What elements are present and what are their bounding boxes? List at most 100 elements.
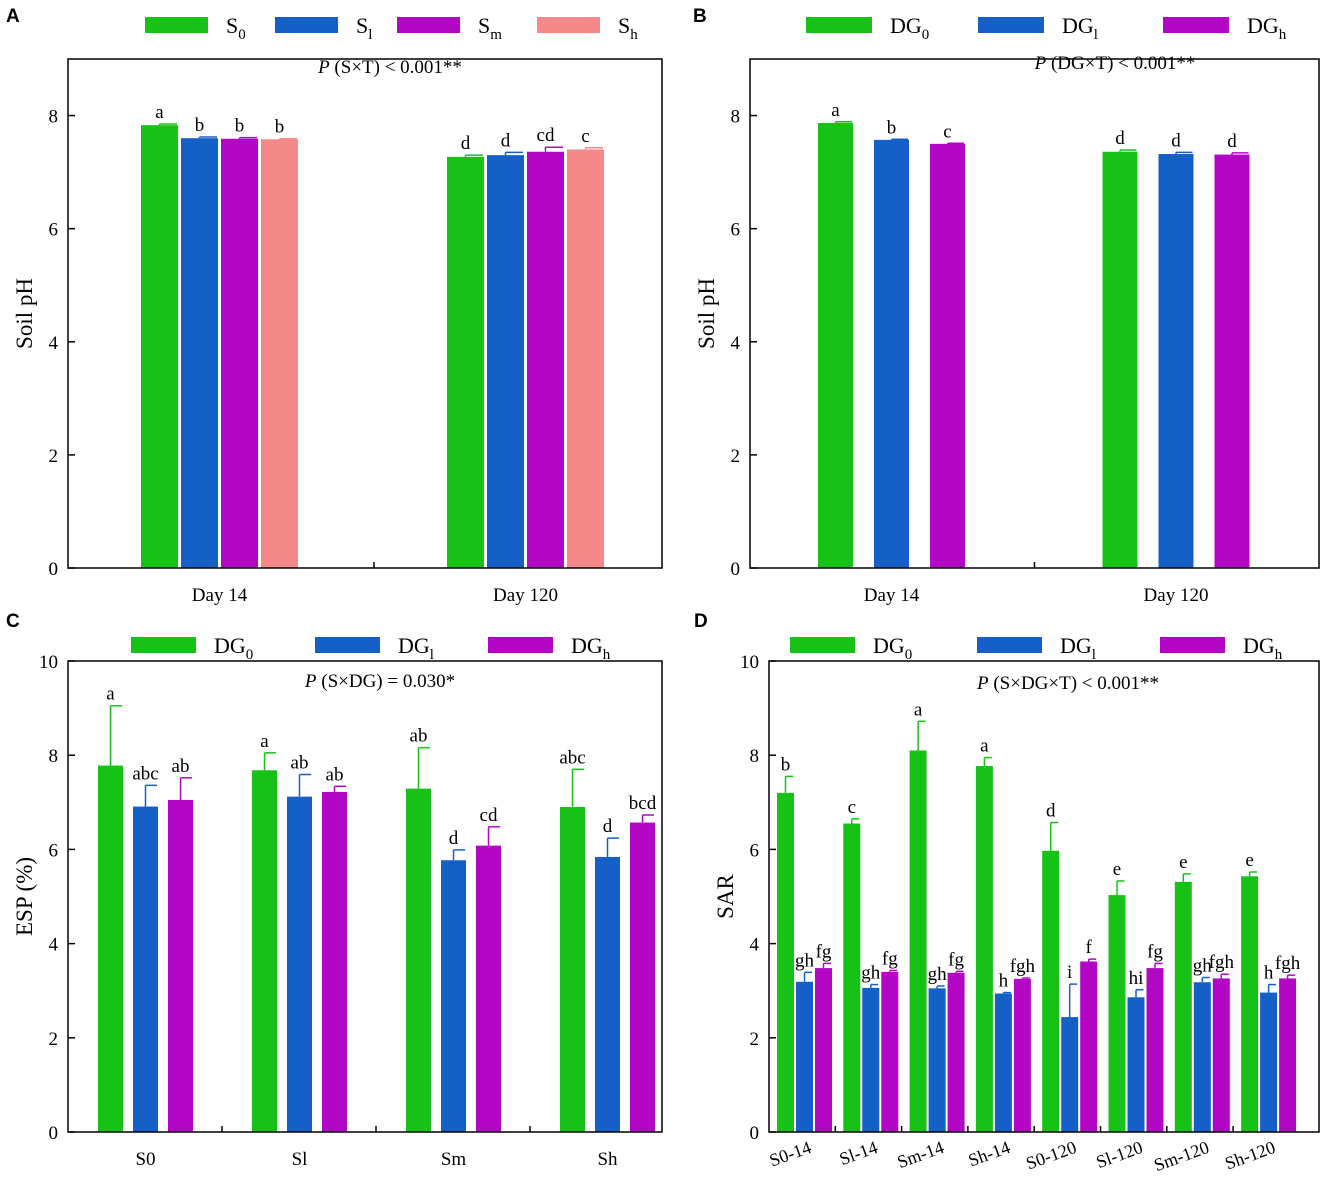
legend-swatch-dg0	[790, 637, 855, 653]
bar-dgh-s0-14	[815, 968, 832, 1132]
bar-dgh-day-120	[1214, 154, 1250, 568]
y-tick-label-4: 4	[49, 935, 59, 956]
significance-letter-dgh-sl-14: fg	[882, 948, 898, 969]
p-value-text: (DG×T) < 0.001**	[1046, 53, 1195, 74]
p-value-annotation: P (S×DG×T) < 0.001**	[976, 673, 1159, 694]
p-value-symbol: P	[317, 57, 330, 78]
panel-label-d: D	[694, 611, 708, 632]
significance-letter-dgh-sl-120: fg	[1147, 941, 1163, 962]
legend-label-base: DG	[1243, 633, 1275, 658]
y-tick-label-4: 4	[750, 935, 760, 956]
significance-letter-dg0-sm-14: a	[914, 699, 923, 720]
bar-dg0-s0-14	[777, 792, 794, 1132]
significance-letter-s0-day-120: d	[461, 133, 471, 154]
significance-letter-dgh-sh-120: fgh	[1275, 953, 1301, 974]
y-tick-label-2: 2	[49, 446, 59, 467]
bar-dg0-sh-120	[1241, 876, 1259, 1132]
bar-dgh-sm-14	[947, 972, 965, 1132]
legend-swatch-dgl	[977, 637, 1042, 653]
y-tick-label-0: 0	[49, 559, 59, 580]
significance-letter-s0-day-14: a	[155, 102, 164, 123]
panel-label-a: A	[6, 6, 20, 27]
bar-dgh-s0	[168, 799, 193, 1132]
bar-sh-day-120	[567, 149, 604, 568]
significance-letter-dgl-day-120: d	[1171, 130, 1181, 151]
bar-dgl-sm-120	[1193, 982, 1211, 1132]
legend-label-base: DG	[214, 633, 246, 658]
legend-label-subscript: 0	[922, 27, 930, 43]
significance-letter-sh-day-14: b	[275, 117, 285, 138]
x-tick-label-sh-120: Sh-120	[1222, 1137, 1278, 1174]
y-tick-label-8: 8	[750, 746, 760, 767]
x-tick-label-s0: S0	[135, 1149, 155, 1170]
significance-letter-dg0-s0-14: b	[781, 754, 791, 775]
legend-label-subscript: h	[630, 27, 638, 43]
significance-letter-sm-day-120: cd	[537, 125, 555, 146]
legend-swatch-sm	[397, 17, 460, 33]
bar-dgh-sh-14	[1013, 978, 1031, 1132]
bar-dgl-sm-14	[928, 988, 946, 1132]
legend-swatch-dgh	[488, 637, 553, 653]
significance-letter-dgl-sl-14: gh	[861, 963, 881, 984]
bar-dgh-sm	[476, 845, 501, 1132]
significance-letter-dg0-day-14: a	[831, 100, 840, 121]
x-tick-label-day-14: Day 14	[192, 585, 248, 606]
legend-label-subscript: 0	[238, 27, 246, 43]
significance-letter-sl-day-120: d	[501, 130, 511, 151]
bar-dgl-sl-120	[1127, 997, 1145, 1132]
panel-label-b: B	[693, 6, 707, 27]
significance-letter-dgl-s0: abc	[132, 763, 158, 784]
p-value-text: (S×T) < 0.001**	[330, 57, 462, 78]
p-value-annotation: P (S×T) < 0.001**	[317, 57, 462, 78]
p-value-annotation: P (S×DG) = 0.030*	[304, 671, 455, 692]
plot-frame	[67, 58, 663, 569]
p-value-symbol: P	[976, 673, 989, 694]
legend-swatch-dgl	[315, 637, 380, 653]
significance-letter-dgh-sm-14: fg	[948, 949, 964, 970]
legend-label-subscript: l	[368, 27, 372, 43]
y-tick-label-6: 6	[49, 220, 59, 241]
bar-dgl-sl	[287, 796, 312, 1132]
legend-label-sh: Sh	[618, 13, 638, 43]
significance-letter-dg0-sm: ab	[410, 726, 428, 747]
legend: DG0 DGl DGh	[806, 13, 1287, 43]
panel-b-soil-ph-by-desulfurization-gypsum: Ba b c Day 14 d d d Day 120 0 2 4 6 8 Soil pH P (DG×T)…	[693, 6, 1320, 606]
legend-label-base: S	[618, 13, 630, 38]
bar-sm-day-120	[527, 151, 564, 569]
bar-dg0-sm-14	[909, 750, 927, 1132]
significance-letter-dgl-sh-14: h	[999, 971, 1009, 992]
legend-label-dgh: DGh	[1247, 13, 1287, 43]
bar-sl-day-14	[181, 138, 218, 568]
significance-letter-dg0-sl: a	[260, 731, 269, 752]
legend-label-sl: Sl	[356, 13, 372, 43]
significance-letter-dgl-sh-120: h	[1264, 963, 1274, 984]
bar-dgh-sh-120	[1279, 978, 1297, 1132]
x-tick-label-sl-14: Sl-14	[837, 1137, 881, 1169]
bar-dgh-sh	[630, 822, 655, 1132]
significance-letter-dg0-sh-120: e	[1245, 850, 1253, 871]
legend-label-base: DG	[571, 633, 603, 658]
bar-dg0-sm-120	[1174, 881, 1192, 1132]
significance-letter-dgl-sm-120: gh	[1193, 956, 1213, 977]
significance-letter-dgl-day-14: b	[887, 117, 897, 138]
significance-letter-dgh-day-120: d	[1227, 131, 1237, 152]
significance-letter-dgl-sl-120: hi	[1129, 968, 1144, 989]
legend-label-s0: S0	[226, 13, 246, 43]
p-value-annotation: P (DG×T) < 0.001**	[1034, 53, 1196, 74]
legend: S0 Sl Sm Sh	[145, 13, 638, 43]
bar-dg0-sh	[560, 807, 585, 1132]
significance-letter-dg0-sl-14: c	[848, 797, 856, 818]
x-tick-label-day-14: Day 14	[864, 585, 920, 606]
bar-dgl-day-120	[1158, 154, 1194, 568]
bar-dg0-day-14	[818, 122, 853, 568]
legend-label-subscript: 0	[246, 647, 254, 663]
x-tick-label-s0-14: S0-14	[767, 1137, 814, 1171]
bar-dgl-day-14	[874, 139, 909, 568]
bar-dg0-sm	[406, 788, 431, 1132]
legend-label-base: S	[478, 13, 490, 38]
bar-dgl-sl-14	[862, 987, 880, 1132]
significance-letter-dgh-s0-14: fg	[816, 941, 832, 962]
significance-letter-dgl-s0-120: i	[1067, 962, 1072, 983]
